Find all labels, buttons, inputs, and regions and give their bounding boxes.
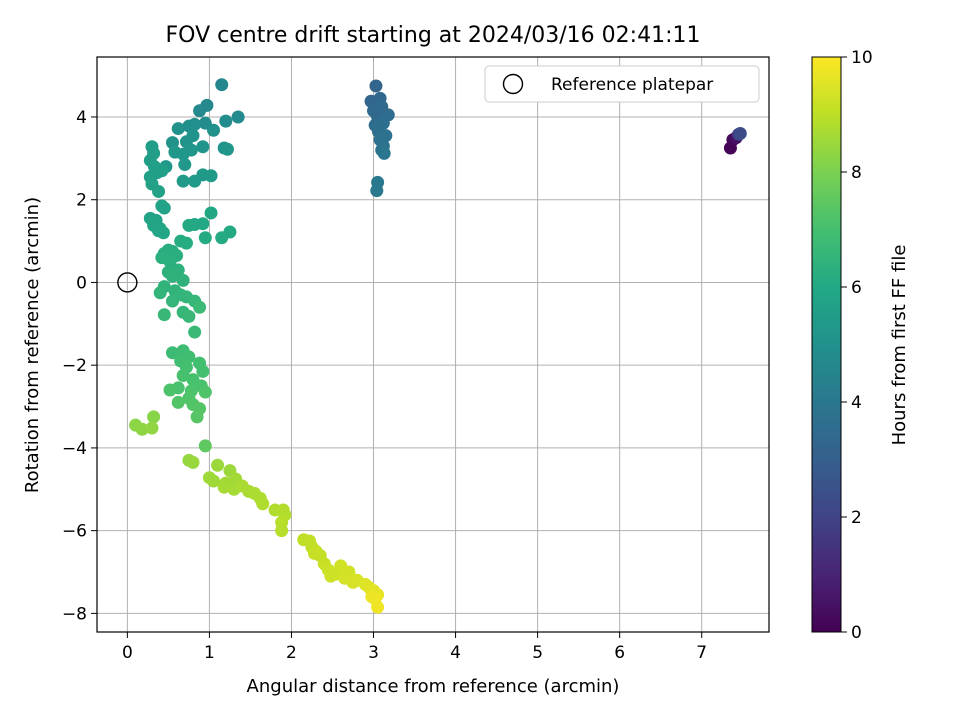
data-point (157, 201, 171, 215)
data-point (196, 364, 210, 378)
data-point (152, 184, 166, 198)
legend-reference-marker (502, 73, 524, 95)
x-tick-label: 5 (532, 643, 543, 663)
data-point (211, 458, 225, 472)
y-tick-label: 2 (76, 191, 87, 211)
data-point (324, 569, 338, 583)
data-point (182, 309, 196, 323)
legend-box (484, 65, 760, 103)
x-tick-label: 1 (204, 643, 215, 663)
data-point (275, 524, 289, 538)
data-point (176, 273, 190, 287)
colorbar-tick-label: 8 (851, 163, 862, 183)
data-point (147, 410, 161, 424)
data-point (307, 546, 321, 560)
data-point (220, 142, 234, 156)
data-point (165, 346, 179, 360)
colorbar-gradient (811, 56, 842, 633)
y-tick-label: −4 (62, 439, 87, 459)
y-tick-label: 4 (76, 108, 87, 128)
x-axis-label: Angular distance from reference (arcmin) (247, 676, 620, 697)
reference-marker-layer (117, 272, 138, 293)
data-point (207, 474, 221, 488)
data-point (163, 255, 177, 269)
x-tick-label: 2 (286, 643, 297, 663)
data-point (198, 231, 212, 245)
data-point (204, 169, 218, 183)
data-point (193, 104, 207, 118)
data-point (207, 123, 221, 137)
colorbar-tick-label: 0 (851, 623, 862, 643)
data-point (217, 480, 231, 494)
axis-ticks: 0 1 2 3 4 5 6 7 −8 −6 −4 −2 0 2 4 (62, 108, 707, 663)
data-point (153, 286, 167, 300)
y-tick-label: 0 (76, 273, 87, 293)
data-point (165, 294, 179, 308)
data-point (215, 78, 229, 92)
x-tick-label: 6 (614, 643, 625, 663)
colorbar-label: Hours from first FF file (889, 245, 910, 446)
colorbar: 0 2 4 6 8 10 Hours from first FF file (811, 48, 910, 643)
data-point (370, 184, 384, 198)
data-point (178, 158, 192, 172)
data-point (198, 439, 212, 453)
y-tick-label: −8 (62, 604, 87, 624)
x-tick-label: 7 (696, 643, 707, 663)
data-point (196, 140, 210, 154)
legend-entry-reference: Reference platepar (551, 75, 713, 95)
reference-platepar-marker (117, 272, 138, 293)
data-point (179, 236, 193, 250)
data-point (198, 385, 212, 399)
data-point (186, 455, 200, 469)
data-point (219, 114, 233, 128)
data-point (176, 174, 190, 188)
data-point (231, 110, 245, 124)
data-point (369, 79, 383, 93)
x-tick-label: 3 (368, 643, 379, 663)
data-point (188, 325, 202, 339)
data-points (129, 78, 747, 614)
data-point (135, 422, 149, 436)
data-point (204, 206, 218, 220)
data-point (256, 497, 270, 511)
data-point (171, 395, 185, 409)
data-point (163, 383, 177, 397)
colorbar-tick-label: 4 (851, 393, 862, 413)
data-point (165, 269, 179, 283)
data-point (377, 146, 391, 160)
data-point (157, 308, 171, 322)
data-point (371, 600, 385, 614)
y-axis-label: Rotation from reference (arcmin) (22, 197, 43, 493)
data-point (176, 147, 190, 161)
legend: Reference platepar (484, 65, 760, 103)
colorbar-tick-label: 6 (851, 278, 862, 298)
data-point (145, 421, 159, 435)
data-point (188, 174, 202, 188)
data-point (182, 218, 196, 232)
colorbar-ticks: 0 2 4 6 8 10 (841, 48, 873, 643)
colorbar-tick-label: 10 (851, 48, 873, 68)
y-tick-label: −6 (62, 522, 87, 542)
y-tick-label: −2 (62, 356, 87, 376)
data-point (171, 122, 185, 136)
data-point (733, 127, 747, 141)
data-point (155, 164, 169, 178)
chart-title: FOV centre drift starting at 2024/03/16 … (166, 23, 701, 48)
colorbar-tick-label: 2 (851, 508, 862, 528)
data-point (190, 410, 204, 424)
data-point (215, 231, 229, 245)
data-point (156, 226, 170, 240)
data-point (176, 369, 190, 383)
x-tick-label: 0 (122, 643, 133, 663)
data-point (193, 300, 207, 314)
x-tick-label: 4 (450, 643, 461, 663)
plot-frame (96, 56, 770, 633)
